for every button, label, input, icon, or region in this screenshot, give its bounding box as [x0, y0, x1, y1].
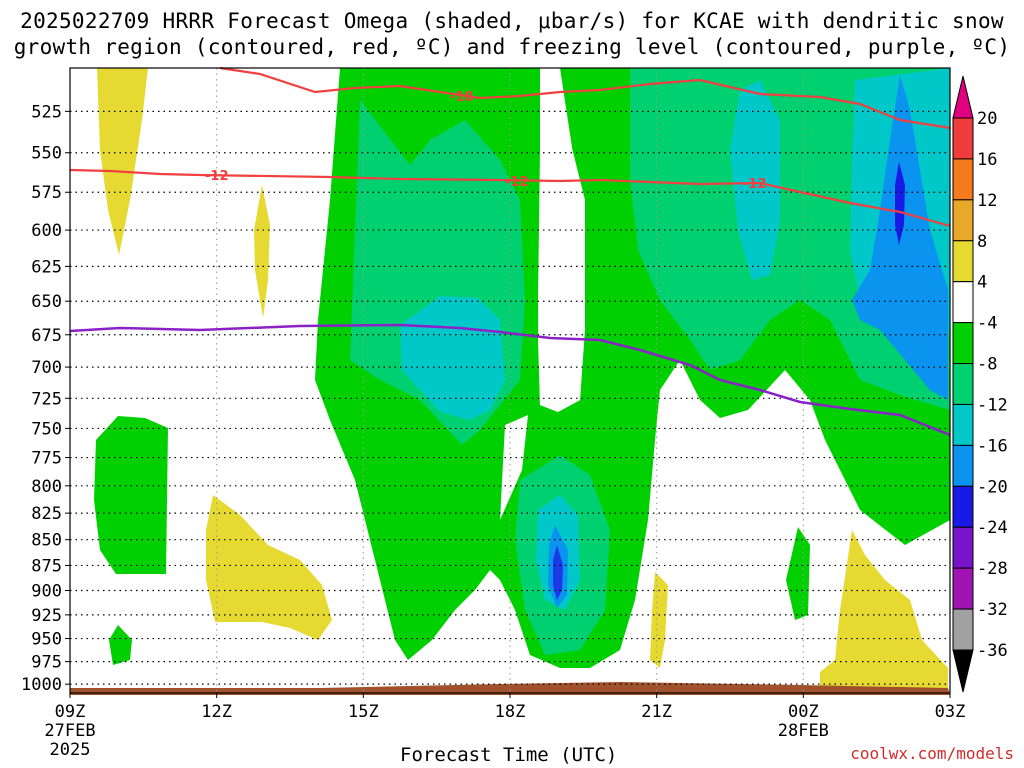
y-tick-label: 925 — [31, 606, 62, 626]
x-axis-label: Forecast Time (UTC) — [400, 744, 618, 766]
y-tick-label: 725 — [31, 389, 62, 409]
colorbar-segment — [952, 158, 974, 201]
colorbar-segment — [952, 281, 974, 324]
colorbar-label: -4 — [977, 314, 997, 334]
y-tick-label: 625 — [31, 257, 62, 277]
y-axis: 525 550 575 600 625 650 675 700 725 750 775 800 825 8… — [21, 102, 70, 695]
colorbar-label: 8 — [977, 232, 987, 252]
red-contour-label: -12 — [743, 177, 767, 192]
ground-surface — [70, 682, 950, 695]
x-tick-label: 15Z — [348, 702, 379, 722]
omega-negative-region — [786, 527, 810, 620]
y-tick-label: 675 — [31, 326, 62, 346]
colorbar-segment — [952, 322, 974, 365]
colorbar: 20 16 12 8 4 -4 -8 -12 -16 -20 -24 -28 -32 -36 — [952, 75, 1008, 693]
colorbar-label: 20 — [977, 109, 997, 129]
y-tick-label: 700 — [31, 358, 62, 378]
colorbar-segment — [952, 117, 974, 160]
colorbar-segment — [952, 608, 974, 651]
credit-text: coolwx.com/models — [850, 744, 1014, 763]
y-tick-label: 975 — [31, 653, 62, 673]
title-line-2: growth region (contoured, red, ºC) and f… — [13, 35, 1011, 59]
y-tick-label: 575 — [31, 183, 62, 203]
colorbar-label: -32 — [977, 600, 1008, 620]
y-tick-label: 750 — [31, 419, 62, 439]
colorbar-segment — [952, 240, 974, 283]
x-tick-label: 12Z — [201, 702, 232, 722]
title-line-1: 2025022709 HRRR Forecast Omega (shaded, … — [20, 9, 1004, 33]
colorbar-label: 4 — [977, 273, 987, 293]
colorbar-segment — [952, 363, 974, 405]
omega-positive-region — [206, 495, 332, 640]
y-tick-label: 600 — [31, 221, 62, 241]
x-tick-label: 18Z — [495, 702, 526, 722]
omega-neutral-region — [538, 68, 585, 412]
colorbar-segment — [952, 526, 974, 569]
y-tick-label: 775 — [31, 449, 62, 469]
omega-band-minus20 — [895, 162, 905, 245]
colorbar-segment — [952, 485, 974, 528]
red-contour-labels: -18 -12 -12 -12 — [205, 90, 767, 192]
omega-negative-region — [109, 625, 132, 665]
y-tick-label: 825 — [31, 504, 62, 524]
omega-positive-region — [650, 572, 668, 668]
red-contour-minus12 — [69, 168, 951, 228]
y-tick-label: 650 — [31, 292, 62, 312]
x-tick-date: 28FEB — [778, 721, 829, 741]
x-tick-label: 00Z — [788, 702, 819, 722]
omega-negative-region — [94, 416, 168, 574]
y-tick-label: 900 — [31, 581, 62, 601]
colorbar-label: -28 — [977, 559, 1008, 579]
colorbar-segment — [952, 567, 974, 610]
x-tick-label: 09Z — [55, 702, 86, 722]
colorbar-label: -24 — [977, 518, 1008, 538]
colorbar-label: 16 — [977, 150, 997, 170]
red-contour-label: -12 — [505, 175, 529, 190]
omega-band-minus20 — [553, 545, 563, 600]
colorbar-segment — [952, 199, 974, 242]
colorbar-segment — [952, 444, 974, 487]
y-tick-label: 1000 — [21, 675, 62, 695]
omega-neutral-region — [500, 415, 528, 520]
y-tick-label: 850 — [31, 531, 62, 551]
y-tick-label: 525 — [31, 102, 62, 122]
colorbar-label: -36 — [977, 641, 1008, 661]
colorbar-label: -16 — [977, 436, 1008, 456]
red-contour-label: -18 — [450, 90, 474, 105]
omega-shading — [94, 68, 950, 693]
omega-positive-region — [820, 530, 948, 693]
x-tick-label: 03Z — [935, 702, 966, 722]
freezing-level-contour — [69, 323, 951, 437]
colorbar-label: 12 — [977, 191, 997, 211]
dendritic-growth-contours — [69, 66, 951, 228]
red-contour-label: -12 — [205, 169, 229, 184]
x-tick-date: 27FEB — [44, 721, 95, 741]
y-tick-label: 950 — [31, 630, 62, 650]
y-tick-label: 875 — [31, 556, 62, 576]
x-tick-year: 2025 — [50, 740, 91, 760]
colorbar-segment — [952, 403, 974, 446]
red-contour-minus18 — [219, 66, 951, 130]
colorbar-label: -20 — [977, 477, 1008, 497]
y-tick-label: 550 — [31, 144, 62, 164]
colorbar-label: -12 — [977, 395, 1008, 415]
x-tick-label: 21Z — [641, 702, 672, 722]
omega-band-minus12 — [730, 80, 780, 280]
colorbar-min-arrow — [952, 649, 974, 693]
y-tick-label: 800 — [31, 477, 62, 497]
omega-positive-region — [97, 68, 148, 255]
colorbar-label: -8 — [977, 355, 997, 375]
colorbar-max-arrow — [952, 75, 974, 119]
chart-title: 2025022709 HRRR Forecast Omega (shaded, … — [0, 8, 1024, 60]
omega-positive-region — [254, 185, 270, 318]
